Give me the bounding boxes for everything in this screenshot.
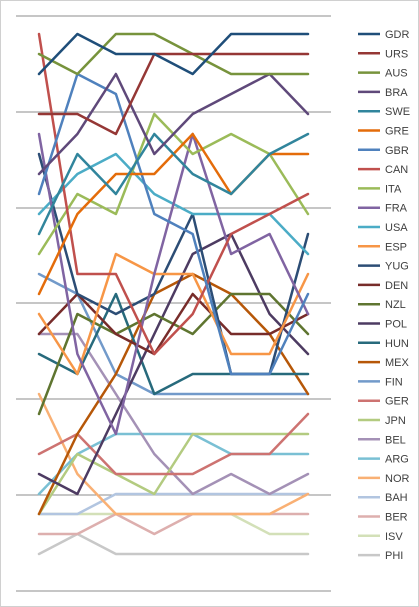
legend-item-aus: AUS [358, 68, 408, 80]
legend-label: ESP [385, 241, 407, 253]
legend-label: USA [385, 222, 408, 234]
legend-item-usa: USA [358, 222, 408, 234]
series-line-jpn [37, 432, 310, 516]
legend-item-bel: BEL [358, 434, 406, 446]
series-line-urs [37, 52, 310, 136]
legend-item-yug: YUG [358, 261, 409, 273]
legend-item-gre: GRE [358, 126, 409, 138]
legend-label: BAH [385, 492, 408, 504]
series-line-gdr [37, 32, 310, 76]
legend-label: GBR [385, 145, 409, 157]
gridlines [16, 15, 331, 592]
series-line-yug [37, 152, 310, 376]
series-line-bah [37, 492, 310, 516]
legend-label: BER [385, 512, 408, 524]
series-line-den [37, 292, 310, 356]
legend-item-fra: FRA [358, 203, 408, 215]
legend-label: URS [385, 48, 408, 60]
legend-item-den: DEN [358, 280, 408, 292]
legend-label: FIN [385, 376, 403, 388]
legend-label: GER [385, 396, 409, 408]
legend-item-phi: PHI [358, 550, 403, 562]
legend-label: ARG [385, 454, 409, 466]
legend-label: SWE [385, 106, 410, 118]
legend-item-nzl: NZL [358, 299, 406, 311]
series-line-pol [37, 232, 310, 496]
series-line-fin [37, 272, 310, 396]
legend-item-gdr: GDR [358, 29, 410, 41]
legend-item-pol: POL [358, 319, 407, 331]
legend-label: JPN [385, 415, 406, 427]
legend-item-mex: MEX [358, 357, 410, 369]
legend-item-jpn: JPN [358, 415, 406, 427]
legend-label: BEL [385, 434, 406, 446]
legend-item-hun: HUN [358, 338, 409, 350]
legend-item-bra: BRA [358, 87, 408, 99]
legend-label: POL [385, 319, 407, 331]
series-lines [37, 32, 310, 556]
legend: GDR URS AUS BRA SWE GRE GBR CAN ITA FRA USA ESP YUG D… [358, 29, 410, 562]
series-line-ger [37, 412, 310, 476]
legend-item-gbr: GBR [358, 145, 409, 157]
legend-label: FRA [385, 203, 408, 215]
legend-label: NZL [385, 299, 406, 311]
legend-label: BRA [385, 87, 408, 99]
legend-label: PHI [385, 550, 403, 562]
series-line-esp [37, 252, 310, 376]
legend-item-esp: ESP [358, 241, 407, 253]
legend-item-ita: ITA [358, 183, 402, 195]
legend-item-swe: SWE [358, 106, 410, 118]
legend-label: NOR [385, 473, 410, 485]
legend-label: ITA [385, 183, 402, 195]
legend-item-urs: URS [358, 48, 408, 60]
legend-label: DEN [385, 280, 408, 292]
legend-label: CAN [385, 164, 408, 176]
legend-item-bah: BAH [358, 492, 408, 504]
series-line-swe [37, 132, 310, 236]
legend-item-nor: NOR [358, 473, 410, 485]
legend-label: AUS [385, 68, 408, 80]
series-line-ber [37, 512, 310, 536]
legend-item-fin: FIN [358, 376, 403, 388]
series-line-can [37, 32, 310, 356]
series-line-gbr [37, 72, 310, 376]
series-line-mex [37, 272, 310, 516]
legend-label: GDR [385, 29, 410, 41]
legend-label: ISV [385, 531, 403, 543]
legend-label: HUN [385, 338, 409, 350]
legend-item-arg: ARG [358, 454, 409, 466]
legend-item-isv: ISV [358, 531, 403, 543]
series-line-phi [37, 532, 310, 556]
legend-item-ger: GER [358, 396, 409, 408]
legend-label: MEX [385, 357, 410, 369]
legend-label: YUG [385, 261, 409, 273]
legend-label: GRE [385, 126, 409, 138]
series-line-bra [37, 72, 310, 176]
series-line-aus [37, 32, 310, 76]
series-line-fra [37, 132, 310, 436]
legend-item-ber: BER [358, 512, 408, 524]
legend-item-can: CAN [358, 164, 408, 176]
